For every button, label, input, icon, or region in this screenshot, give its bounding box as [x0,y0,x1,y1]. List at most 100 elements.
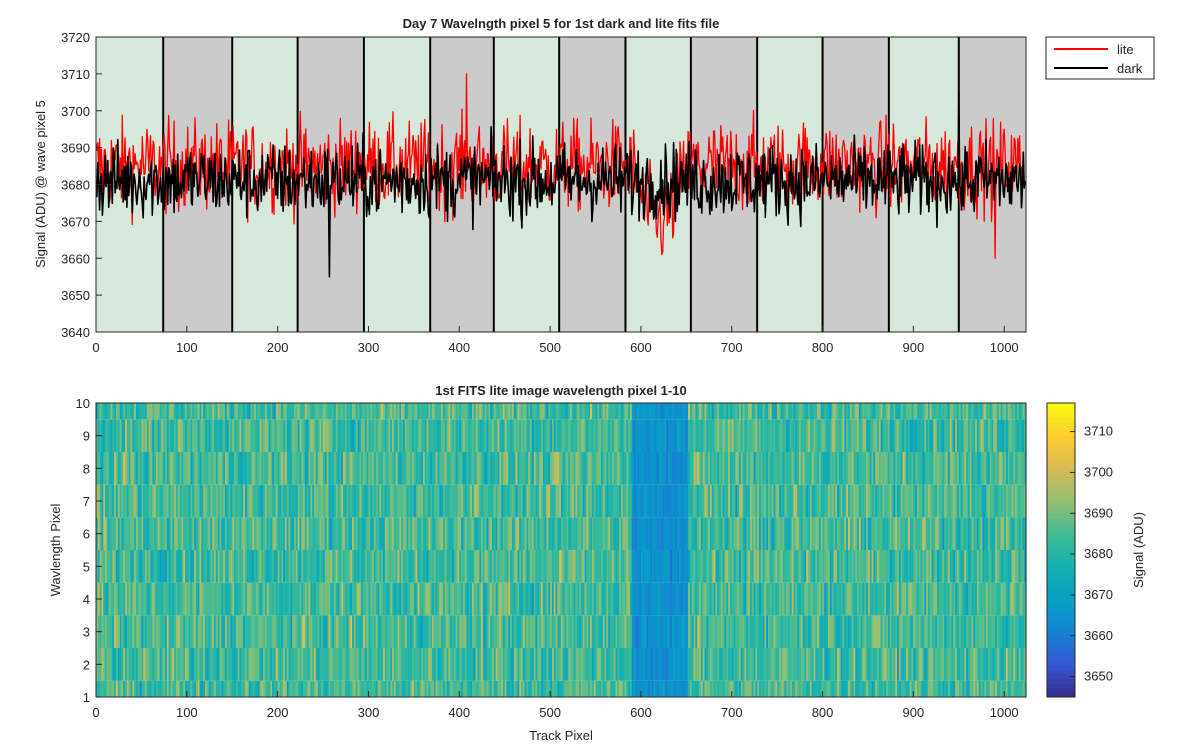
heatmap-cell [544,582,547,616]
heatmap-cell [897,648,900,681]
heatmap-cell [528,550,531,583]
heatmap-cell [962,517,965,550]
heatmap-cell [789,615,792,648]
heatmap-cell [333,550,337,583]
heatmap-cell [660,484,664,518]
heatmap-cell [293,484,297,518]
heatmap-cell [637,648,640,681]
heatmap-cell [464,582,467,616]
heatmap-cell [363,517,366,550]
heatmap-cell [535,419,538,452]
heatmap-cell [355,403,358,420]
heatmap-cell [980,517,983,550]
heatmap-cell [571,484,575,518]
heatmap-cell [226,582,229,616]
heatmap-cell [951,615,954,648]
heatmap-cell [455,582,458,616]
heatmap-cell [437,484,440,518]
heatmap-cell [522,484,525,518]
heatmap-cell [608,582,611,616]
heatmap-cell [388,550,391,583]
heatmap-cell [619,648,622,681]
heatmap-cell [174,550,177,583]
heatmap-cell [421,615,424,648]
heatmap-cell [148,517,151,550]
heatmap-cell [370,484,373,518]
heatmap-cell [562,582,565,616]
heatmap-cell [808,517,811,550]
heatmap-cell [966,484,969,518]
heatmap-cell [866,452,869,485]
heatmap-cell [359,680,362,697]
heatmap-cell [181,680,184,697]
heatmap-cell [847,615,851,648]
heatmap-cell [515,403,518,420]
heatmap-cell [737,452,740,485]
heatmap-cell [760,680,763,697]
heatmap-cell [257,550,260,583]
heatmap-cell [208,403,211,420]
heatmap-cell [148,484,151,518]
heatmap-cell [373,680,377,697]
heatmap-cell [264,517,268,550]
heatmap-cell [602,680,605,697]
heatmap-cell [317,419,320,452]
heatmap-cell [808,419,811,452]
heatmap-cell [350,648,353,681]
heatmap-cell [897,615,900,648]
heatmap-cell [795,615,798,648]
heatmap-cell [586,550,589,583]
heatmap-cell [321,452,324,485]
heatmap-cell [829,680,832,697]
heatmap-cell [686,648,689,681]
heatmap-cell [942,680,945,697]
heatmap-cell [185,680,188,697]
heatmap-cell [186,680,189,697]
heatmap-cell [448,419,451,452]
heatmap-cell [684,582,687,616]
heatmap-cell [553,648,556,681]
heatmap-cell [219,550,222,583]
heatmap-cell [562,615,565,648]
heatmap-cell [537,550,540,583]
heatmap-cell [904,419,907,452]
heatmap-cell [1007,615,1010,648]
heatmap-cell [123,419,126,452]
heatmap-cell [1020,550,1023,583]
heatmap-cell [648,680,651,697]
heatmap-cell [230,648,233,681]
heatmap-cell [682,582,685,616]
heatmap-cell [219,517,222,550]
heatmap-cell [422,452,426,485]
heatmap-cell [146,582,149,616]
heatmap-cell [210,484,213,518]
heatmap-cell [402,517,406,550]
heatmap-cell [571,419,575,452]
heatmap-cell [651,419,654,452]
heatmap-cell [555,452,558,485]
heatmap-cell [753,550,756,583]
heatmap-cell [237,403,240,420]
heatmap-cell [550,484,553,518]
heatmap-cell [987,680,990,697]
heatmap-cell [473,452,476,485]
heatmap-cell [980,484,983,518]
heatmap-cell [190,615,193,648]
heatmap-cell [996,419,1000,452]
heatmap-cell [798,648,802,681]
heatmap-cell [304,484,308,518]
heatmap-cell [840,484,843,518]
heatmap-cell [642,648,645,681]
heatmap-cell [217,550,220,583]
heatmap-cell [935,680,938,697]
heatmap-cell [515,484,518,518]
heatmap-cell [368,648,371,681]
heatmap-cell [499,419,502,452]
heatmap-cell [824,582,827,616]
heatmap-cell [221,452,224,485]
heatmap-cell [960,615,963,648]
heatmap-cell [699,419,702,452]
heatmap-cell [864,452,867,485]
heatmap-cell [811,680,814,697]
heatmap-cell [653,452,656,485]
